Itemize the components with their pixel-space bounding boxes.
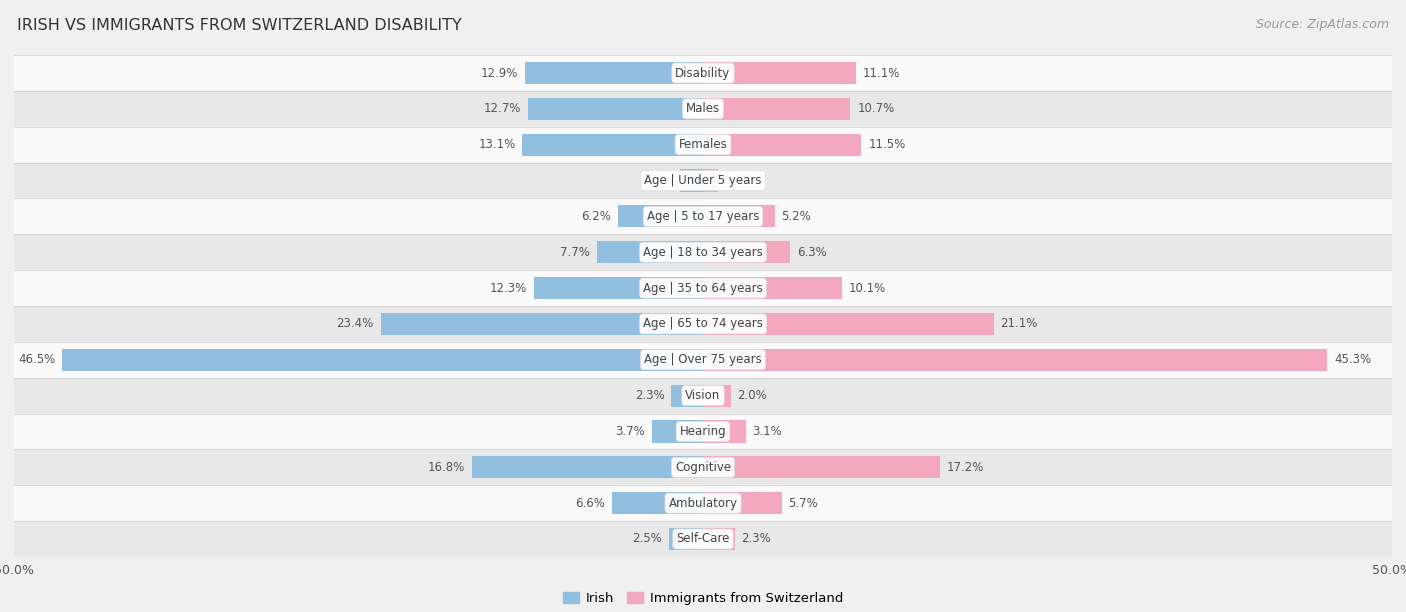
Text: Females: Females (679, 138, 727, 151)
Text: 5.7%: 5.7% (789, 497, 818, 510)
Text: 16.8%: 16.8% (427, 461, 464, 474)
Text: Self-Care: Self-Care (676, 532, 730, 545)
Bar (14, 485, 1392, 521)
Text: Hearing: Hearing (679, 425, 727, 438)
Text: 2.0%: 2.0% (738, 389, 768, 402)
Text: 17.2%: 17.2% (946, 461, 984, 474)
Bar (471, 456, 703, 479)
Bar (529, 98, 703, 120)
Bar (612, 492, 703, 514)
Bar (703, 456, 941, 479)
Text: 6.2%: 6.2% (581, 210, 610, 223)
Text: 12.9%: 12.9% (481, 67, 519, 80)
Bar (14, 91, 1392, 127)
Bar (14, 270, 1392, 306)
Bar (14, 127, 1392, 163)
Text: Age | 65 to 74 years: Age | 65 to 74 years (643, 318, 763, 330)
Text: 3.7%: 3.7% (616, 425, 645, 438)
Bar (526, 62, 703, 84)
Text: 23.4%: 23.4% (336, 318, 374, 330)
Bar (703, 133, 862, 156)
Text: IRISH VS IMMIGRANTS FROM SWITZERLAND DISABILITY: IRISH VS IMMIGRANTS FROM SWITZERLAND DIS… (17, 18, 461, 34)
Legend: Irish, Immigrants from Switzerland: Irish, Immigrants from Switzerland (558, 587, 848, 611)
Bar (62, 349, 703, 371)
Text: Ambulatory: Ambulatory (668, 497, 738, 510)
Bar (14, 414, 1392, 449)
Text: 3.1%: 3.1% (752, 425, 782, 438)
Text: 5.2%: 5.2% (782, 210, 811, 223)
Text: Age | Under 5 years: Age | Under 5 years (644, 174, 762, 187)
Bar (703, 170, 718, 192)
Bar (14, 55, 1392, 91)
Bar (523, 133, 703, 156)
Bar (617, 205, 703, 228)
Text: 21.1%: 21.1% (1001, 318, 1038, 330)
Text: 2.3%: 2.3% (634, 389, 665, 402)
Bar (703, 384, 731, 407)
Bar (703, 492, 782, 514)
Bar (703, 241, 790, 263)
Bar (14, 163, 1392, 198)
Text: 2.5%: 2.5% (631, 532, 662, 545)
Bar (703, 277, 842, 299)
Bar (14, 449, 1392, 485)
Bar (14, 234, 1392, 270)
Bar (381, 313, 703, 335)
Bar (703, 420, 745, 442)
Text: 10.1%: 10.1% (849, 282, 886, 294)
Text: Age | 35 to 64 years: Age | 35 to 64 years (643, 282, 763, 294)
Text: Vision: Vision (685, 389, 721, 402)
Text: 1.7%: 1.7% (643, 174, 672, 187)
Bar (533, 277, 703, 299)
Text: 11.1%: 11.1% (863, 67, 900, 80)
Bar (652, 420, 703, 442)
Bar (14, 342, 1392, 378)
Text: 11.5%: 11.5% (869, 138, 905, 151)
Text: Cognitive: Cognitive (675, 461, 731, 474)
Bar (703, 313, 994, 335)
Text: 1.1%: 1.1% (725, 174, 755, 187)
Text: 12.3%: 12.3% (489, 282, 527, 294)
Bar (703, 349, 1327, 371)
Bar (703, 62, 856, 84)
Bar (703, 528, 735, 550)
Bar (671, 384, 703, 407)
Text: Age | 5 to 17 years: Age | 5 to 17 years (647, 210, 759, 223)
Text: 10.7%: 10.7% (858, 102, 894, 115)
Text: 6.3%: 6.3% (797, 246, 827, 259)
Bar (14, 521, 1392, 557)
Bar (703, 205, 775, 228)
Bar (703, 98, 851, 120)
Text: Age | 18 to 34 years: Age | 18 to 34 years (643, 246, 763, 259)
Text: Source: ZipAtlas.com: Source: ZipAtlas.com (1256, 18, 1389, 31)
Text: 13.1%: 13.1% (478, 138, 516, 151)
Bar (598, 241, 703, 263)
Text: 46.5%: 46.5% (18, 353, 55, 366)
Text: 2.3%: 2.3% (741, 532, 772, 545)
Text: 12.7%: 12.7% (484, 102, 522, 115)
Text: 6.6%: 6.6% (575, 497, 605, 510)
Text: Males: Males (686, 102, 720, 115)
Text: 45.3%: 45.3% (1334, 353, 1371, 366)
Bar (14, 306, 1392, 342)
Bar (14, 198, 1392, 234)
Bar (679, 170, 703, 192)
Bar (14, 378, 1392, 414)
Text: Disability: Disability (675, 67, 731, 80)
Bar (669, 528, 703, 550)
Text: Age | Over 75 years: Age | Over 75 years (644, 353, 762, 366)
Text: 7.7%: 7.7% (560, 246, 591, 259)
